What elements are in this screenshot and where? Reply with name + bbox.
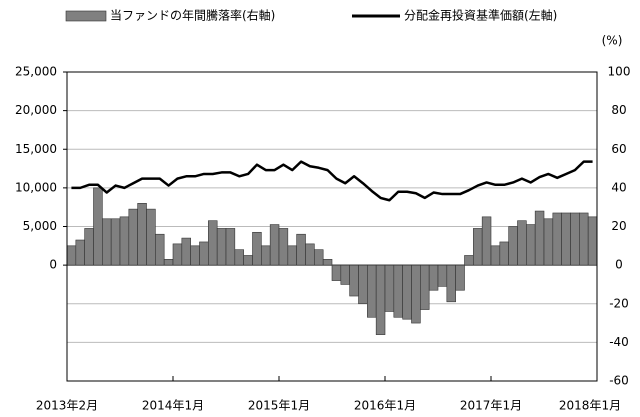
bar (314, 249, 324, 266)
legend-swatch (65, 10, 107, 22)
bar (481, 216, 492, 266)
bar (446, 264, 456, 303)
bar (561, 212, 571, 266)
bar (322, 259, 333, 266)
bar (437, 264, 448, 287)
bar (119, 216, 130, 266)
x-tick-label: 2014年1月 (142, 399, 204, 413)
y-tick-label: 25,000 (15, 65, 57, 79)
y2-tick-label: -40 (609, 335, 629, 349)
bar (163, 259, 174, 266)
bar (579, 212, 589, 266)
bar (384, 264, 395, 312)
bar (508, 226, 518, 266)
legend-label: 分配金再投資基準価額(左軸) (404, 8, 557, 23)
bar (66, 245, 77, 266)
bar (225, 228, 236, 266)
y-tick-label: 15,000 (15, 142, 57, 156)
bar (199, 241, 209, 266)
bar (269, 224, 280, 266)
bar (84, 228, 94, 266)
x-tick-label: 2016年1月 (354, 399, 416, 413)
bar (552, 212, 562, 266)
bar (402, 264, 412, 320)
bar (252, 231, 262, 266)
bar (331, 264, 342, 281)
bar (172, 243, 183, 266)
y-tick-label: 5,000 (23, 219, 57, 233)
bar (464, 255, 474, 266)
x-tick-label: 2018年1月 (559, 399, 621, 413)
bar (261, 245, 271, 266)
bar (473, 228, 483, 266)
bar (110, 218, 121, 266)
bar (543, 218, 554, 266)
y2-tick-label: -60 (609, 374, 629, 388)
legend-label: 当ファンドの年間騰落率(右軸) (110, 8, 275, 23)
bar (367, 264, 377, 318)
line (71, 160, 593, 202)
bar (534, 210, 545, 266)
y-tick-label: 20,000 (15, 103, 57, 117)
bar (93, 187, 103, 266)
bar (517, 220, 527, 266)
bar (155, 233, 165, 266)
bar (243, 255, 253, 266)
bar (216, 228, 227, 266)
bar (455, 264, 465, 291)
bar (393, 264, 403, 318)
bar (190, 245, 200, 266)
bar (490, 245, 501, 266)
bar (349, 264, 359, 297)
y2-axis-label: (%) (602, 34, 623, 48)
x-tick-label: 2013年2月 (36, 399, 98, 413)
bar (499, 241, 509, 266)
bar (146, 208, 156, 266)
y2-tick-label: 20 (611, 219, 626, 233)
bar (102, 218, 112, 266)
bar (137, 203, 147, 266)
y2-tick-label: 40 (611, 180, 626, 194)
bar (128, 208, 138, 266)
bar (305, 243, 315, 266)
bar (375, 264, 386, 335)
bar (278, 228, 289, 266)
bar (587, 216, 598, 266)
y2-tick-label: 60 (611, 142, 626, 156)
bar (75, 239, 85, 266)
y2-tick-label: 0 (615, 258, 623, 272)
y-tick-label: 10,000 (15, 180, 57, 194)
y-tick-label: 0 (49, 258, 57, 272)
bar (570, 212, 580, 266)
bar (358, 264, 368, 305)
bar (234, 249, 244, 266)
bar (420, 264, 430, 310)
y2-tick-label: 80 (611, 103, 626, 117)
bar (208, 220, 218, 266)
plot-frame (66, 71, 598, 382)
x-tick-label: 2015年1月 (248, 399, 310, 413)
bar (181, 237, 191, 266)
bar (428, 264, 439, 291)
bar (296, 233, 306, 266)
bar (526, 224, 536, 266)
bar (287, 245, 297, 266)
y2-tick-label: 100 (608, 65, 631, 79)
bar (411, 264, 421, 324)
bar (340, 264, 350, 285)
y2-tick-label: -20 (609, 296, 629, 310)
x-tick-label: 2017年1月 (460, 399, 522, 413)
